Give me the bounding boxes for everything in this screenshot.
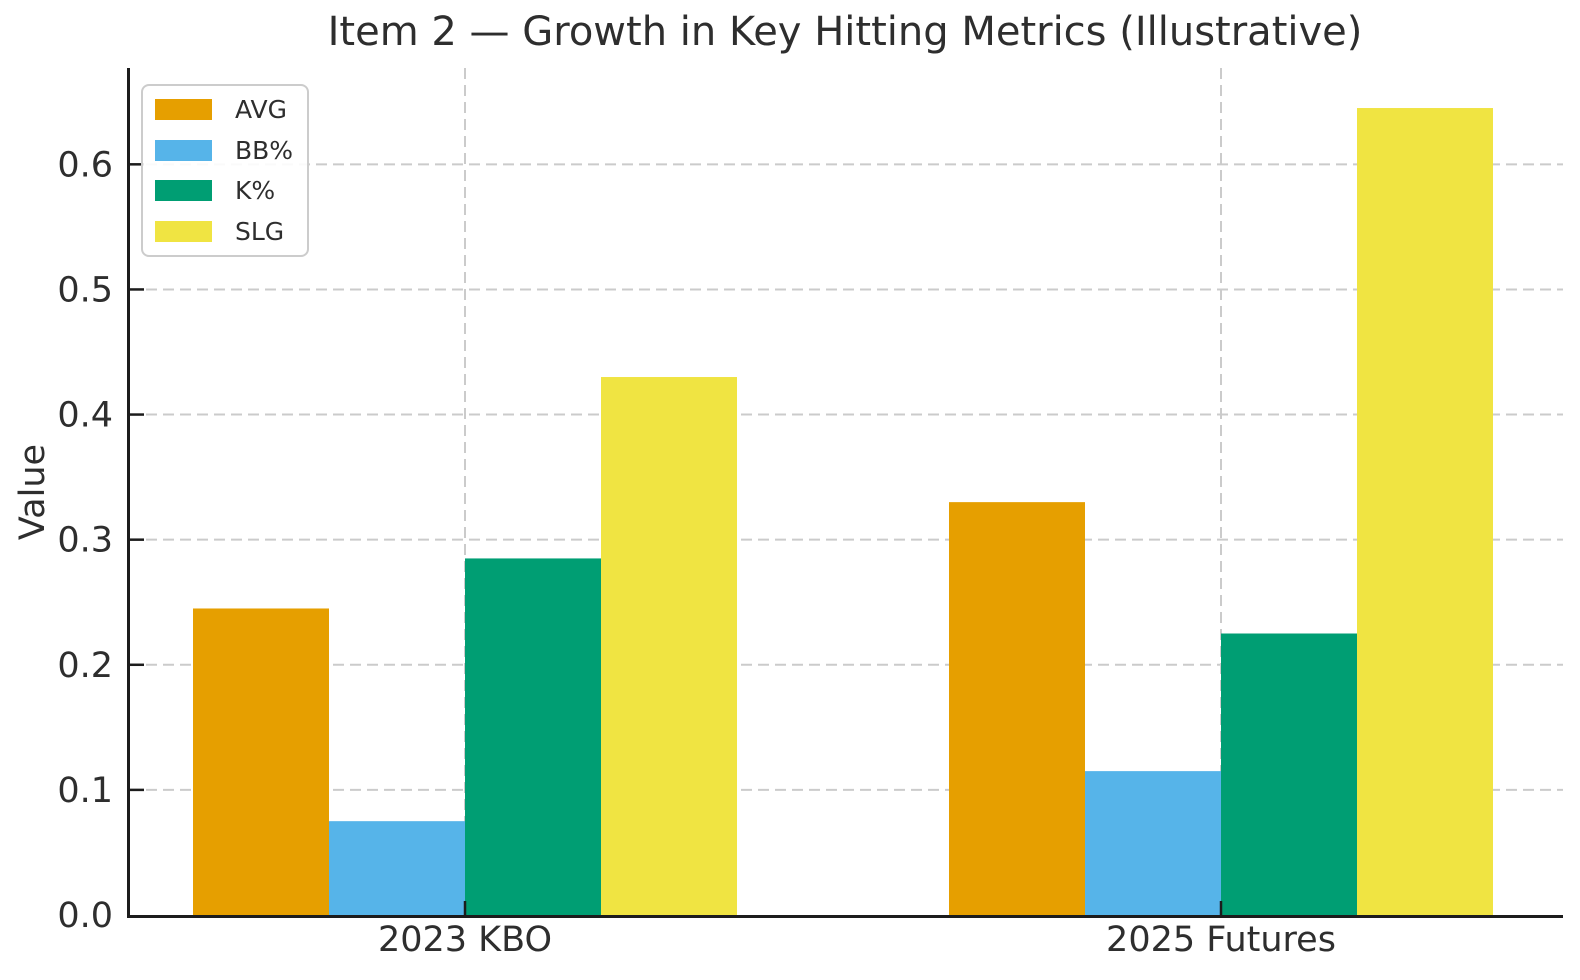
bar-kpct-0 (465, 558, 601, 915)
legend-swatch-icon (155, 139, 212, 161)
legend-swatch-icon (155, 99, 212, 120)
legend-label: K% (235, 176, 276, 206)
x-tick-label: 2023 KBO (378, 920, 552, 960)
bar-bbpct-0 (329, 821, 465, 915)
legend: AVG BB% K% SLG (141, 84, 309, 257)
legend-item-bbpct: BB% (155, 138, 307, 163)
y-tick-label: 0.6 (57, 145, 113, 185)
x-tick-label: 2025 Futures (1106, 920, 1336, 960)
y-tick-label: 0.3 (57, 521, 113, 561)
y-tick-label: 0.1 (57, 771, 113, 811)
legend-item-slg: SLG (155, 219, 307, 244)
legend-swatch-icon (155, 220, 212, 242)
y-axis-label: Value (13, 443, 53, 541)
legend-swatch-icon (155, 180, 212, 202)
y-tick-label: 0.0 (57, 896, 113, 936)
legend-item-kpct: K% (155, 178, 307, 203)
bar-avg-0 (193, 608, 329, 915)
legend-label: AVG (235, 95, 287, 124)
y-tick-label: 0.4 (57, 396, 113, 436)
y-tick-label: 0.5 (57, 270, 113, 310)
bar-avg-1 (949, 502, 1085, 915)
legend-item-avg: AVG (155, 97, 307, 122)
chart-title: Item 2 — Growth in Key Hitting Metrics (… (327, 9, 1363, 55)
legend-label: BB% (235, 135, 294, 165)
bar-slg-1 (1357, 108, 1493, 915)
y-tick-label: 0.2 (57, 646, 113, 686)
bar-slg-0 (601, 377, 737, 915)
bar-bbpct-1 (1085, 771, 1221, 915)
legend-label: SLG (235, 216, 285, 246)
bar-kpct-1 (1221, 633, 1357, 915)
